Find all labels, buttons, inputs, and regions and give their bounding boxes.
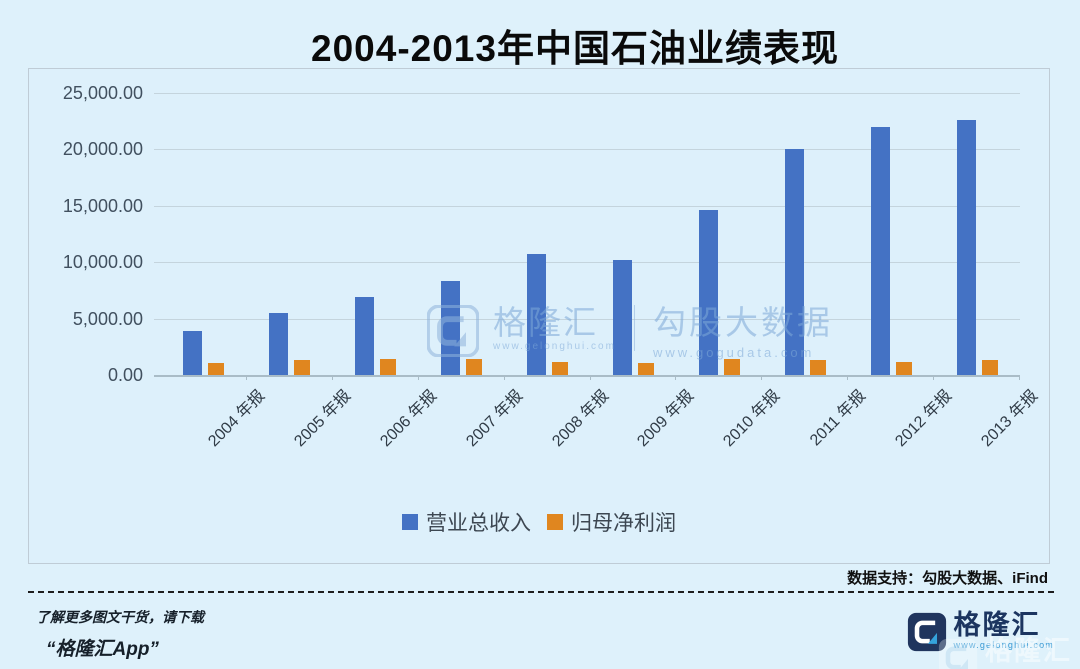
x-tick-label: 2009 年报 — [634, 387, 698, 451]
x-tick-label: 2011 年报 — [807, 387, 870, 450]
bar-profit-2010 — [723, 359, 740, 375]
bar-revenue-2007 — [441, 280, 461, 375]
bar-revenue-2005 — [269, 312, 289, 375]
category-group: 2012 年报 — [848, 93, 955, 450]
dashed-separator — [28, 591, 1054, 593]
x-tick-label: 2006 年报 — [377, 387, 441, 451]
brand-name: 格隆汇 — [985, 636, 1072, 666]
legend-label: 营业总收入 — [426, 512, 531, 535]
bar-profit-2004 — [208, 363, 225, 375]
category-group: 2009 年报 — [591, 93, 698, 450]
bar-profit-2009 — [637, 363, 654, 375]
y-tick-label: 0.00 — [107, 365, 143, 385]
bar-profit-2007 — [466, 358, 483, 375]
x-tick-label: 2007 年报 — [462, 387, 526, 451]
y-tick-label: 25,000.00 — [62, 83, 143, 103]
bar-profit-2005 — [294, 360, 311, 375]
x-axis-tick — [589, 375, 591, 380]
gridline — [154, 318, 1020, 320]
category-group: 2007 年报 — [419, 93, 526, 450]
brand-text-block: 格隆汇 — [985, 638, 1072, 665]
category-group: 2004 年报 — [161, 93, 268, 450]
footer-brand-logo: 格隆汇 www.gelonghui.com 格隆汇 — [907, 612, 1070, 669]
x-tick-label: 2010 年报 — [720, 387, 784, 451]
y-axis-labels: 0.00 5,000.00 10,000.00 15,000.00 20,000.00 2… — [29, 69, 153, 563]
bar-revenue-2011 — [784, 149, 804, 375]
x-axis-tick — [933, 375, 935, 380]
legend-item: 营业总收入 — [402, 507, 531, 537]
legend: 营业总收入 归母净利润 — [29, 507, 1049, 537]
chart-panel: 0.00 5,000.00 10,000.00 15,000.00 20,000.00 2… — [28, 68, 1050, 564]
bar-revenue-2008 — [527, 254, 547, 375]
gelonghui-logo-icon — [907, 612, 946, 652]
y-tick-label: 5,000.00 — [72, 308, 143, 329]
x-tick-label: 2004 年报 — [205, 387, 269, 451]
x-tick-label: 2012 年报 — [892, 387, 956, 451]
category-group: 2006 年报 — [333, 93, 440, 450]
x-axis-tick — [417, 375, 419, 380]
y-tick-label: 15,000.00 — [62, 195, 143, 216]
x-tick-label: 2005 年报 — [291, 387, 355, 451]
brand-text-block: 格隆汇 www.gelonghui.com — [954, 612, 1054, 650]
x-tick-label: 2008 年报 — [548, 387, 612, 451]
footer-promo: 了解更多图文干货，请下载 “格隆汇App” — [36, 607, 204, 661]
x-axis-tick — [675, 375, 677, 380]
y-tick-label: 10,000.00 — [62, 252, 143, 273]
y-tick-label: 20,000.00 — [62, 139, 143, 160]
bar-profit-2006 — [380, 359, 397, 375]
promo-line-2: “格隆汇App” — [46, 639, 159, 660]
bar-profit-2011 — [809, 360, 826, 375]
gridline — [154, 205, 1020, 207]
promo-line-1: 了解更多图文干货，请下载 — [36, 609, 204, 625]
category-group: 2008 年报 — [505, 93, 612, 450]
bar-revenue-2013 — [956, 120, 976, 375]
plot-area: 2004 年报 2005 年报 2006 年报 2007 年报 2008 年报 2009 … — [154, 93, 1041, 450]
x-axis-tick — [761, 375, 763, 380]
legend-item: 归母净利润 — [547, 507, 676, 537]
legend-label: 归母净利润 — [571, 512, 676, 535]
bar-revenue-2004 — [183, 331, 203, 375]
gridline — [154, 262, 1020, 264]
footer-brand-watermark: 格隆汇 — [938, 638, 1072, 669]
gridline — [154, 93, 1020, 94]
bar-revenue-2010 — [698, 209, 718, 375]
brand-url: www.gelonghui.com — [953, 640, 1054, 650]
category-group: 2010 年报 — [676, 93, 784, 450]
legend-swatch — [402, 514, 418, 530]
x-axis-tick — [847, 375, 849, 380]
gelonghui-logo-icon — [938, 638, 978, 669]
bar-profit-2008 — [552, 362, 569, 375]
bar-revenue-2006 — [355, 297, 375, 375]
category-group: 2013 年报 — [934, 93, 1041, 450]
bar-revenue-2012 — [870, 127, 890, 375]
gridline — [154, 149, 1020, 151]
bar-profit-2012 — [895, 362, 912, 375]
x-axis-tick — [245, 375, 247, 380]
bar-profit-2013 — [981, 360, 998, 375]
brand-name: 格隆汇 — [953, 610, 1041, 640]
x-axis-tick — [1019, 375, 1021, 380]
x-axis-line — [154, 375, 1020, 377]
category-group: 2011 年报 — [762, 93, 870, 449]
bar-series-area: 2004 年报 2005 年报 2006 年报 2007 年报 2008 年报 2009 … — [161, 93, 1041, 450]
category-group: 2005 年报 — [247, 93, 354, 450]
legend-swatch — [547, 514, 563, 530]
x-tick-label: 2013 年报 — [978, 387, 1042, 451]
gridlines — [154, 93, 1020, 377]
data-source-note: 数据支持：勾股大数据、iFind — [847, 570, 1048, 587]
x-axis-tick — [331, 375, 333, 380]
x-axis-tick — [503, 375, 505, 380]
chart-title: 2004-2013年中国石油业绩表现 — [311, 28, 839, 69]
bar-revenue-2009 — [612, 260, 632, 375]
